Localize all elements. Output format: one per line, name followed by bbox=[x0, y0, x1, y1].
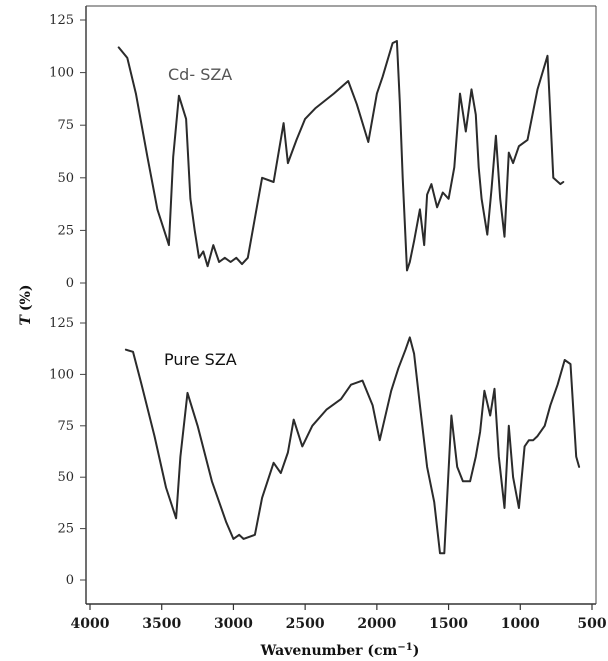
y-tick-label: 125 bbox=[49, 316, 74, 331]
x-axis-title-main: Wavenumber (cm bbox=[260, 643, 398, 659]
plot-frame bbox=[85, 5, 597, 605]
x-tick-label: 4000 bbox=[71, 616, 110, 632]
y-tick-label: 0 bbox=[66, 276, 74, 291]
panel-pure-sza-y-ticks: 0 25 50 75 100 125 bbox=[49, 316, 86, 588]
y-tick-label: 50 bbox=[57, 171, 74, 186]
y-tick-label: 100 bbox=[49, 367, 74, 382]
y-tick-label: 100 bbox=[49, 66, 74, 81]
x-tick-label: 3500 bbox=[142, 616, 181, 632]
x-tick-label: 500 bbox=[577, 616, 606, 632]
panel-cd-sza-y-ticks: 0 25 50 75 100 125 bbox=[49, 13, 86, 291]
x-axis-title: Wavenumber (cm−1) bbox=[260, 642, 420, 660]
pure-sza-spectrum-line bbox=[124, 336, 581, 555]
x-axis-title-sup: −1 bbox=[397, 642, 412, 653]
y-tick-label: 25 bbox=[57, 223, 74, 238]
cd-sza-spectrum-line bbox=[117, 40, 565, 272]
x-axis-ticks: 4000 3500 3000 2500 2000 1500 1000 500 bbox=[71, 604, 607, 632]
y-tick-label: 25 bbox=[57, 522, 74, 537]
panel-pure-sza-label: Pure SZA bbox=[164, 350, 237, 369]
x-tick-label: 3000 bbox=[214, 616, 253, 632]
x-tick-label: 2500 bbox=[286, 616, 325, 632]
y-tick-label: 125 bbox=[49, 13, 74, 28]
panel-cd-sza-label: Cd- SZA bbox=[168, 65, 232, 84]
x-tick-label: 2000 bbox=[357, 616, 396, 632]
panel-cd-sza: 0 25 50 75 100 125 Cd- SZA bbox=[49, 13, 565, 291]
y-axis-unit: (%) bbox=[18, 285, 34, 312]
x-tick-label: 1000 bbox=[501, 616, 540, 632]
y-tick-label: 50 bbox=[57, 470, 74, 485]
y-tick-label: 0 bbox=[66, 573, 74, 588]
y-tick-label: 75 bbox=[57, 118, 74, 133]
y-axis-symbol: T bbox=[18, 313, 34, 325]
y-tick-label: 75 bbox=[57, 419, 74, 434]
panel-pure-sza: 0 25 50 75 100 125 Pure SZA bbox=[49, 316, 581, 588]
x-axis-title-close: ) bbox=[413, 643, 420, 659]
y-axis-title: T(%) bbox=[18, 285, 34, 326]
x-tick-label: 1500 bbox=[429, 616, 468, 632]
